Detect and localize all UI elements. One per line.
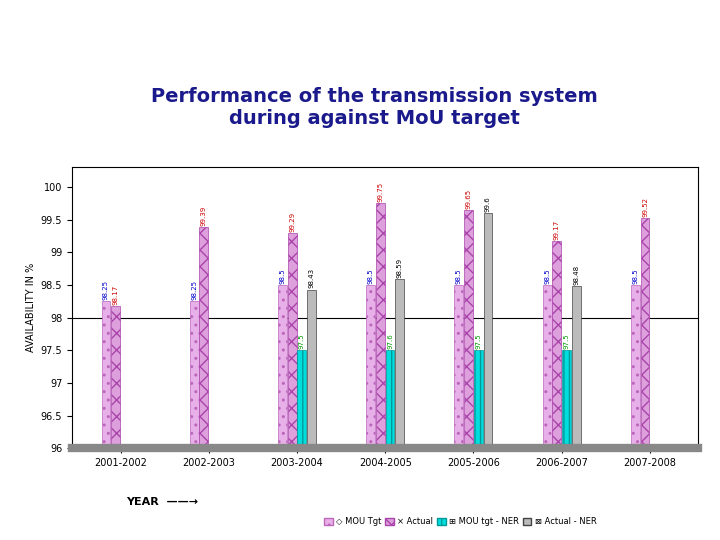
Bar bbox=[288, 233, 297, 448]
Text: 98.48: 98.48 bbox=[573, 265, 579, 285]
Text: 98.5: 98.5 bbox=[279, 268, 285, 284]
Text: 99.75: 99.75 bbox=[377, 182, 383, 202]
Bar bbox=[631, 285, 640, 448]
Bar bbox=[454, 285, 463, 448]
Bar bbox=[297, 350, 306, 448]
Text: 97.5: 97.5 bbox=[299, 333, 305, 349]
Text: 98.25: 98.25 bbox=[192, 280, 197, 300]
Bar bbox=[395, 279, 404, 448]
Bar bbox=[641, 218, 649, 448]
Bar bbox=[190, 301, 199, 448]
Text: 98.5: 98.5 bbox=[368, 268, 374, 284]
Legend: ◇ MOU Tgt, × Actual, ⊞ MOU tgt - NER, ⊠ Actual - NER: ◇ MOU Tgt, × Actual, ⊞ MOU tgt - NER, ⊠ … bbox=[321, 514, 600, 530]
Bar bbox=[307, 289, 316, 448]
Bar bbox=[112, 307, 120, 448]
Text: 99.17: 99.17 bbox=[554, 220, 559, 240]
Text: 99.52: 99.52 bbox=[642, 197, 648, 217]
Text: 98.5: 98.5 bbox=[632, 268, 639, 284]
Text: 98.59: 98.59 bbox=[397, 258, 402, 278]
Text: 99.29: 99.29 bbox=[289, 212, 295, 232]
Bar bbox=[386, 350, 395, 448]
Text: 98.5: 98.5 bbox=[456, 268, 462, 284]
Text: Performance of the transmission system
during against MoU target: Performance of the transmission system d… bbox=[151, 87, 598, 129]
Text: 98.5: 98.5 bbox=[544, 268, 550, 284]
Bar bbox=[543, 285, 552, 448]
Bar bbox=[199, 227, 208, 448]
Text: 98.25: 98.25 bbox=[103, 280, 109, 300]
Bar bbox=[484, 213, 492, 448]
Text: 99.65: 99.65 bbox=[466, 188, 472, 208]
Y-axis label: AVAILABILITY IN %: AVAILABILITY IN % bbox=[27, 263, 37, 353]
Bar bbox=[464, 210, 473, 448]
Text: 99.39: 99.39 bbox=[201, 205, 207, 226]
Bar bbox=[278, 285, 287, 448]
Bar bbox=[552, 241, 561, 448]
Text: 97.5: 97.5 bbox=[564, 333, 570, 349]
Bar bbox=[562, 350, 571, 448]
Bar bbox=[102, 301, 110, 448]
Text: 99.6: 99.6 bbox=[485, 196, 491, 212]
Bar bbox=[572, 286, 580, 448]
Bar bbox=[474, 350, 482, 448]
Text: 97.5: 97.5 bbox=[475, 333, 481, 349]
Text: 98.43: 98.43 bbox=[309, 268, 315, 288]
Text: 97.6: 97.6 bbox=[387, 333, 393, 349]
Bar bbox=[366, 285, 375, 448]
Text: 98.17: 98.17 bbox=[112, 285, 119, 305]
Text: YEAR  ——→: YEAR ——→ bbox=[126, 497, 198, 507]
Bar bbox=[376, 204, 384, 448]
